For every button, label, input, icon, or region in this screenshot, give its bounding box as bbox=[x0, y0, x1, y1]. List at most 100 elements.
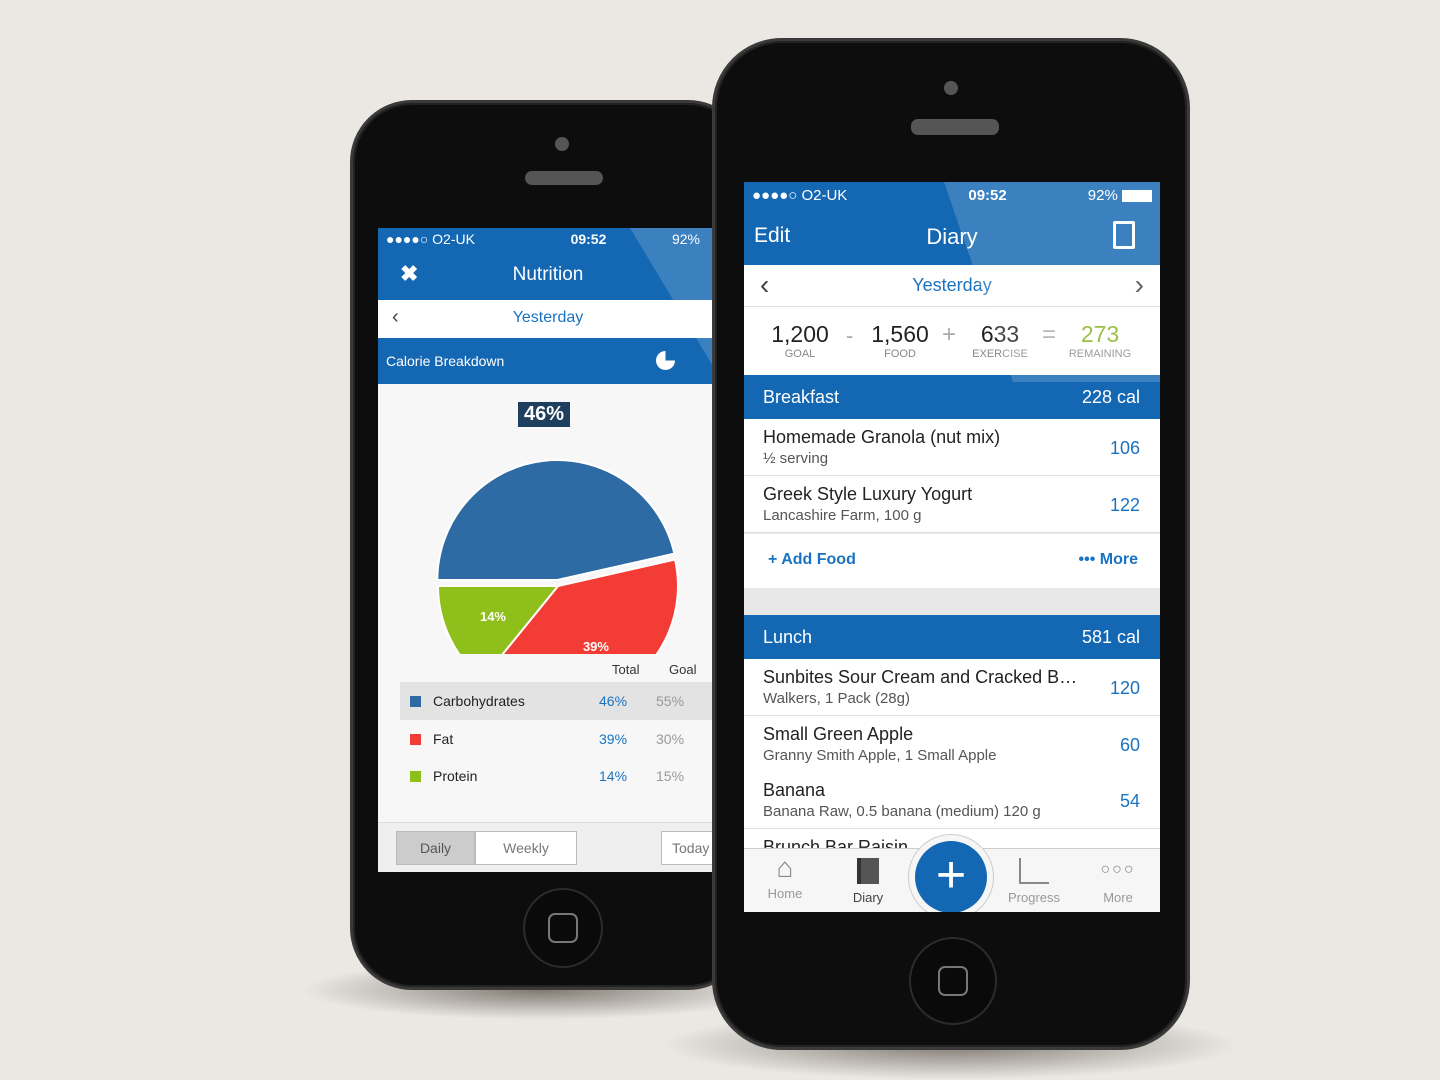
food-entry[interactable]: Banana Banana Raw, 0.5 banana (medium) 1… bbox=[744, 772, 1160, 829]
more-button[interactable]: ••• More bbox=[1078, 551, 1138, 568]
battery: 92% bbox=[1088, 187, 1152, 204]
chevron-left-icon[interactable]: ‹ bbox=[392, 306, 399, 328]
bottom-bar: Daily Weekly Today bbox=[378, 822, 718, 872]
date-nav: ‹ Yesterday bbox=[378, 300, 718, 338]
carrier: ●●●●○ O2-UK bbox=[386, 231, 475, 247]
meal-title: Lunch bbox=[763, 627, 813, 647]
food-entry[interactable]: Homemade Granola (nut mix) ½ serving 106 bbox=[744, 419, 1160, 476]
tab-more[interactable]: ○○○ More bbox=[1083, 850, 1153, 910]
legend-swatch bbox=[410, 733, 421, 745]
nutrient-goal: 55% bbox=[656, 693, 685, 709]
home-button[interactable] bbox=[909, 937, 997, 1025]
status-bar: ●●●●○ O2-UK 09:52 92% bbox=[378, 228, 718, 250]
time: 09:52 bbox=[968, 186, 1007, 204]
tab-diary[interactable]: Diary bbox=[833, 850, 903, 910]
food-entry[interactable]: Small Green Apple Granny Smith Apple, 1 … bbox=[744, 715, 1160, 773]
nutrient-row[interactable]: Fat 39% 30% bbox=[400, 720, 718, 758]
pie-slice-fat bbox=[501, 558, 679, 654]
page-title: Diary bbox=[926, 224, 978, 249]
food-calories: 60 bbox=[1119, 734, 1140, 755]
carrier: ●●●●○ O2-UK bbox=[752, 186, 848, 204]
nutrition-screen: ●●●●○ O2-UK 09:52 92% ✖ Nutrition ‹ Yest… bbox=[378, 228, 718, 872]
home-icon: ⌂ bbox=[776, 852, 794, 883]
diary-screen: ●●●●○ O2-UK 09:52 92% Edit Diary ‹ Yeste… bbox=[744, 182, 1160, 912]
header-goal: Goal bbox=[669, 662, 697, 677]
segment-daily[interactable]: Daily bbox=[396, 831, 475, 865]
food-name: Greek Style Luxury Yogurt bbox=[763, 483, 973, 504]
section-title: Calorie Breakdown bbox=[386, 353, 505, 369]
food-name: Small Green Apple bbox=[763, 723, 914, 744]
chart-line-icon bbox=[1019, 858, 1049, 884]
segment-weekly[interactable]: Weekly bbox=[475, 831, 577, 865]
nutrient-row[interactable]: Protein 14% 15% bbox=[400, 757, 718, 795]
diary-complete-icon[interactable] bbox=[1113, 221, 1135, 249]
food-detail: Banana Raw, 0.5 banana (medium) 120 g bbox=[763, 803, 1041, 820]
earpiece bbox=[911, 119, 999, 135]
section-header: Calorie Breakdown bbox=[378, 338, 718, 384]
close-icon[interactable]: ✖ bbox=[400, 261, 419, 286]
nutrient-name: Protein bbox=[433, 768, 478, 784]
more-dots-icon: ○○○ bbox=[1100, 861, 1136, 878]
food-calories: 120 bbox=[1109, 678, 1140, 698]
food-entry[interactable]: Greek Style Luxury Yogurt Lancashire Far… bbox=[744, 475, 1160, 533]
nutrient-row[interactable]: Carbohydrates 46% 55% bbox=[400, 682, 718, 720]
food-calories: 122 bbox=[1109, 494, 1140, 515]
battery: 92% bbox=[671, 231, 700, 247]
status-bar: ●●●●○ O2-UK 09:52 92% bbox=[744, 182, 1160, 208]
meal-calories: 228 cal bbox=[1081, 387, 1140, 407]
exercise-label: EXERCISE bbox=[972, 348, 1028, 360]
goal-value: 1,200 bbox=[771, 321, 829, 347]
edit-button[interactable]: Edit bbox=[754, 224, 791, 247]
food-detail: Lancashire Farm, 100 g bbox=[763, 506, 922, 524]
time: 09:52 bbox=[570, 231, 607, 247]
lunch-header: Lunch 581 cal bbox=[744, 615, 1160, 659]
pie-chart-icon[interactable] bbox=[656, 351, 675, 370]
battery-icon bbox=[1121, 189, 1152, 202]
nutrient-total: 14% bbox=[599, 768, 628, 784]
minus-sign: - bbox=[846, 323, 854, 348]
meal-title: Breakfast bbox=[763, 387, 840, 407]
calorie-summary: 1,200 GOAL - 1,560 FOOD + 633 EXERCISE = 27… bbox=[744, 307, 1160, 375]
meal-calories: 581 cal bbox=[1081, 627, 1140, 647]
page-title: Nutrition bbox=[512, 264, 584, 285]
home-button[interactable] bbox=[523, 888, 603, 968]
add-food-button[interactable]: + Add Food bbox=[768, 551, 856, 568]
nutrient-goal: 15% bbox=[656, 768, 685, 784]
food-name: Banana bbox=[763, 780, 826, 800]
front-camera bbox=[555, 137, 569, 151]
nutrient-total: 39% bbox=[599, 730, 628, 747]
add-entry-button[interactable]: + bbox=[908, 834, 994, 912]
food-calories: 54 bbox=[1119, 791, 1140, 811]
food-entry[interactable]: Sunbites Sour Cream and Cracked B… Walke… bbox=[744, 659, 1160, 716]
breakfast-actions: + Add Food ••• More bbox=[744, 534, 1160, 588]
legend-swatch bbox=[410, 696, 421, 707]
food-detail: Granny Smith Apple, 1 Small Apple bbox=[763, 746, 997, 764]
book-icon bbox=[857, 858, 879, 884]
legend-swatch bbox=[410, 771, 421, 782]
chevron-left-icon[interactable]: ‹ bbox=[760, 269, 770, 300]
nutrient-goal: 30% bbox=[656, 730, 685, 747]
date-label: Yesterday bbox=[512, 309, 584, 326]
nutrient-total: 46% bbox=[599, 693, 628, 709]
pie-chart: 39% 14% bbox=[436, 459, 679, 654]
tab-home[interactable]: ⌂ Home bbox=[750, 850, 820, 910]
nav-bar: ✖ Nutrition bbox=[378, 250, 718, 300]
pie-slice-protein bbox=[436, 585, 561, 654]
pie-label: 14% bbox=[480, 609, 506, 624]
chevron-right-icon[interactable]: › bbox=[1134, 269, 1144, 300]
plus-sign: + bbox=[942, 321, 957, 348]
highlight-label: 46% bbox=[518, 402, 571, 427]
equals-sign: = bbox=[1042, 321, 1057, 348]
goal-label: GOAL bbox=[784, 348, 816, 360]
nav-bar: Edit Diary bbox=[744, 208, 1160, 265]
food-detail: Walkers, 1 Pack (28g) bbox=[763, 690, 910, 707]
front-camera bbox=[944, 81, 958, 95]
plus-icon: + bbox=[915, 841, 987, 912]
food-name: Homemade Granola (nut mix) bbox=[763, 427, 1001, 447]
tab-progress[interactable]: Progress bbox=[999, 850, 1069, 910]
nutrient-name: Carbohydrates bbox=[433, 693, 525, 709]
today-button[interactable]: Today bbox=[661, 831, 718, 865]
earpiece bbox=[525, 171, 603, 185]
remaining-label: REMAINING bbox=[1068, 348, 1132, 360]
breakfast-header: Breakfast 228 cal bbox=[744, 375, 1160, 419]
